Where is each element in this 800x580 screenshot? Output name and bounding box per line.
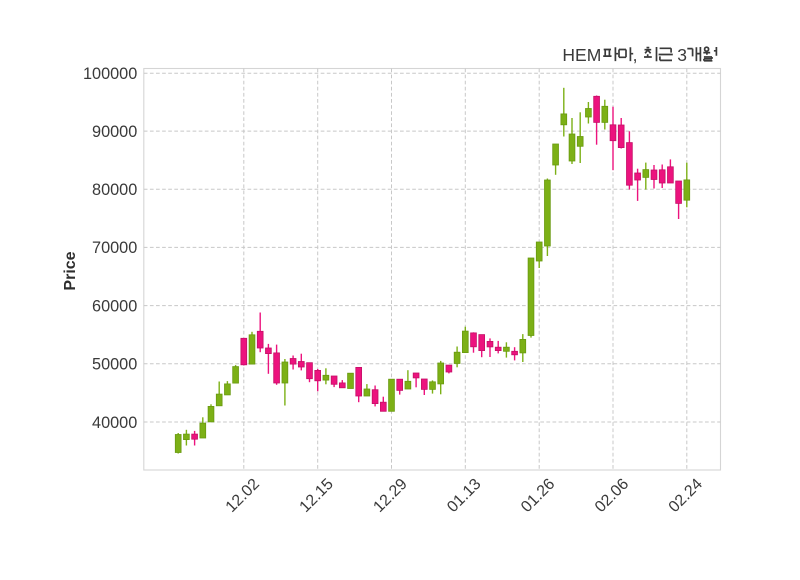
svg-text:3: 3 xyxy=(677,45,687,65)
svg-text:Price: Price xyxy=(62,251,79,290)
svg-text:100000: 100000 xyxy=(83,65,137,83)
svg-text:90000: 90000 xyxy=(92,123,137,141)
svg-text:40000: 40000 xyxy=(92,414,137,432)
svg-text:50000: 50000 xyxy=(92,356,137,374)
svg-text:70000: 70000 xyxy=(92,239,137,257)
svg-text:HEM: HEM xyxy=(562,45,601,65)
svg-text:80000: 80000 xyxy=(92,181,137,199)
svg-text:60000: 60000 xyxy=(92,297,137,315)
svg-text:,: , xyxy=(633,45,638,65)
